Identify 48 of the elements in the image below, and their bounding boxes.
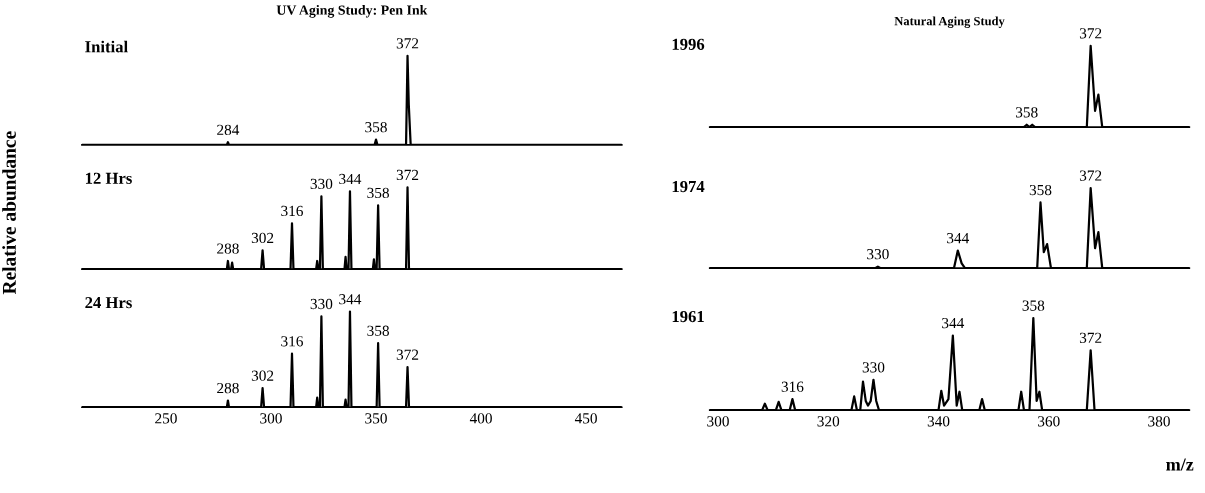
chart-subtitle: 24 Hrs (85, 297, 132, 309)
x-tick-label: 320 (817, 416, 840, 427)
annotation: 316 (781, 381, 804, 392)
annotation: 372 (1079, 332, 1102, 343)
annotation: 316 (281, 336, 303, 347)
x-tick-label: 250 (155, 413, 177, 424)
x-axis-title: m/z (1166, 458, 1194, 471)
x-tick-label: 300 (707, 416, 729, 427)
x-tick-label: 340 (927, 416, 950, 427)
annotation: 330 (867, 249, 889, 260)
annotation: 358 (1029, 184, 1052, 196)
annotation: 288 (217, 243, 239, 254)
chart-subtitle: 1961 (672, 310, 704, 323)
annotation: 344 (942, 317, 965, 329)
annotation: 358 (1015, 107, 1038, 118)
chart-subtitle: 1974 (672, 181, 705, 193)
x-tick-label: 360 (1038, 416, 1060, 427)
annotation: 372 (396, 38, 419, 49)
chart-title: UV Aging Study: Pen Ink (276, 4, 428, 18)
x-tick-label: 380 (1148, 416, 1170, 427)
annotation: 330 (310, 298, 333, 310)
y-axis-title: Relative abundance (2, 131, 16, 295)
annotation: 372 (1079, 170, 1102, 181)
annotation: 330 (862, 362, 885, 373)
chart-subtitle: 12 Hrs (85, 172, 132, 184)
annotation: 358 (365, 122, 387, 133)
annotation: 344 (339, 294, 362, 305)
chart-title: Natural Aging Study (894, 16, 1005, 28)
chart-subtitle: 1996 (672, 38, 705, 50)
annotation: 372 (1079, 28, 1102, 39)
annotation: 344 (947, 233, 970, 244)
annotation: 302 (251, 232, 274, 244)
annotation: 372 (396, 349, 419, 360)
annotation: 358 (1022, 300, 1045, 311)
annotation: 358 (367, 325, 389, 336)
x-tick-label: 400 (469, 413, 492, 424)
annotation: 302 (251, 370, 274, 381)
annotation: 344 (339, 173, 362, 185)
x-tick-label: 350 (365, 413, 387, 424)
annotation: 316 (281, 205, 303, 217)
annotation: 288 (217, 382, 239, 394)
x-tick-label: 300 (260, 413, 282, 424)
annotation: 358 (367, 187, 389, 199)
annotation: 330 (310, 178, 333, 190)
x-tick-label: 450 (574, 413, 597, 424)
annotation: 284 (217, 124, 240, 135)
chart-subtitle: Initial (85, 40, 128, 53)
annotation: 372 (396, 169, 419, 181)
